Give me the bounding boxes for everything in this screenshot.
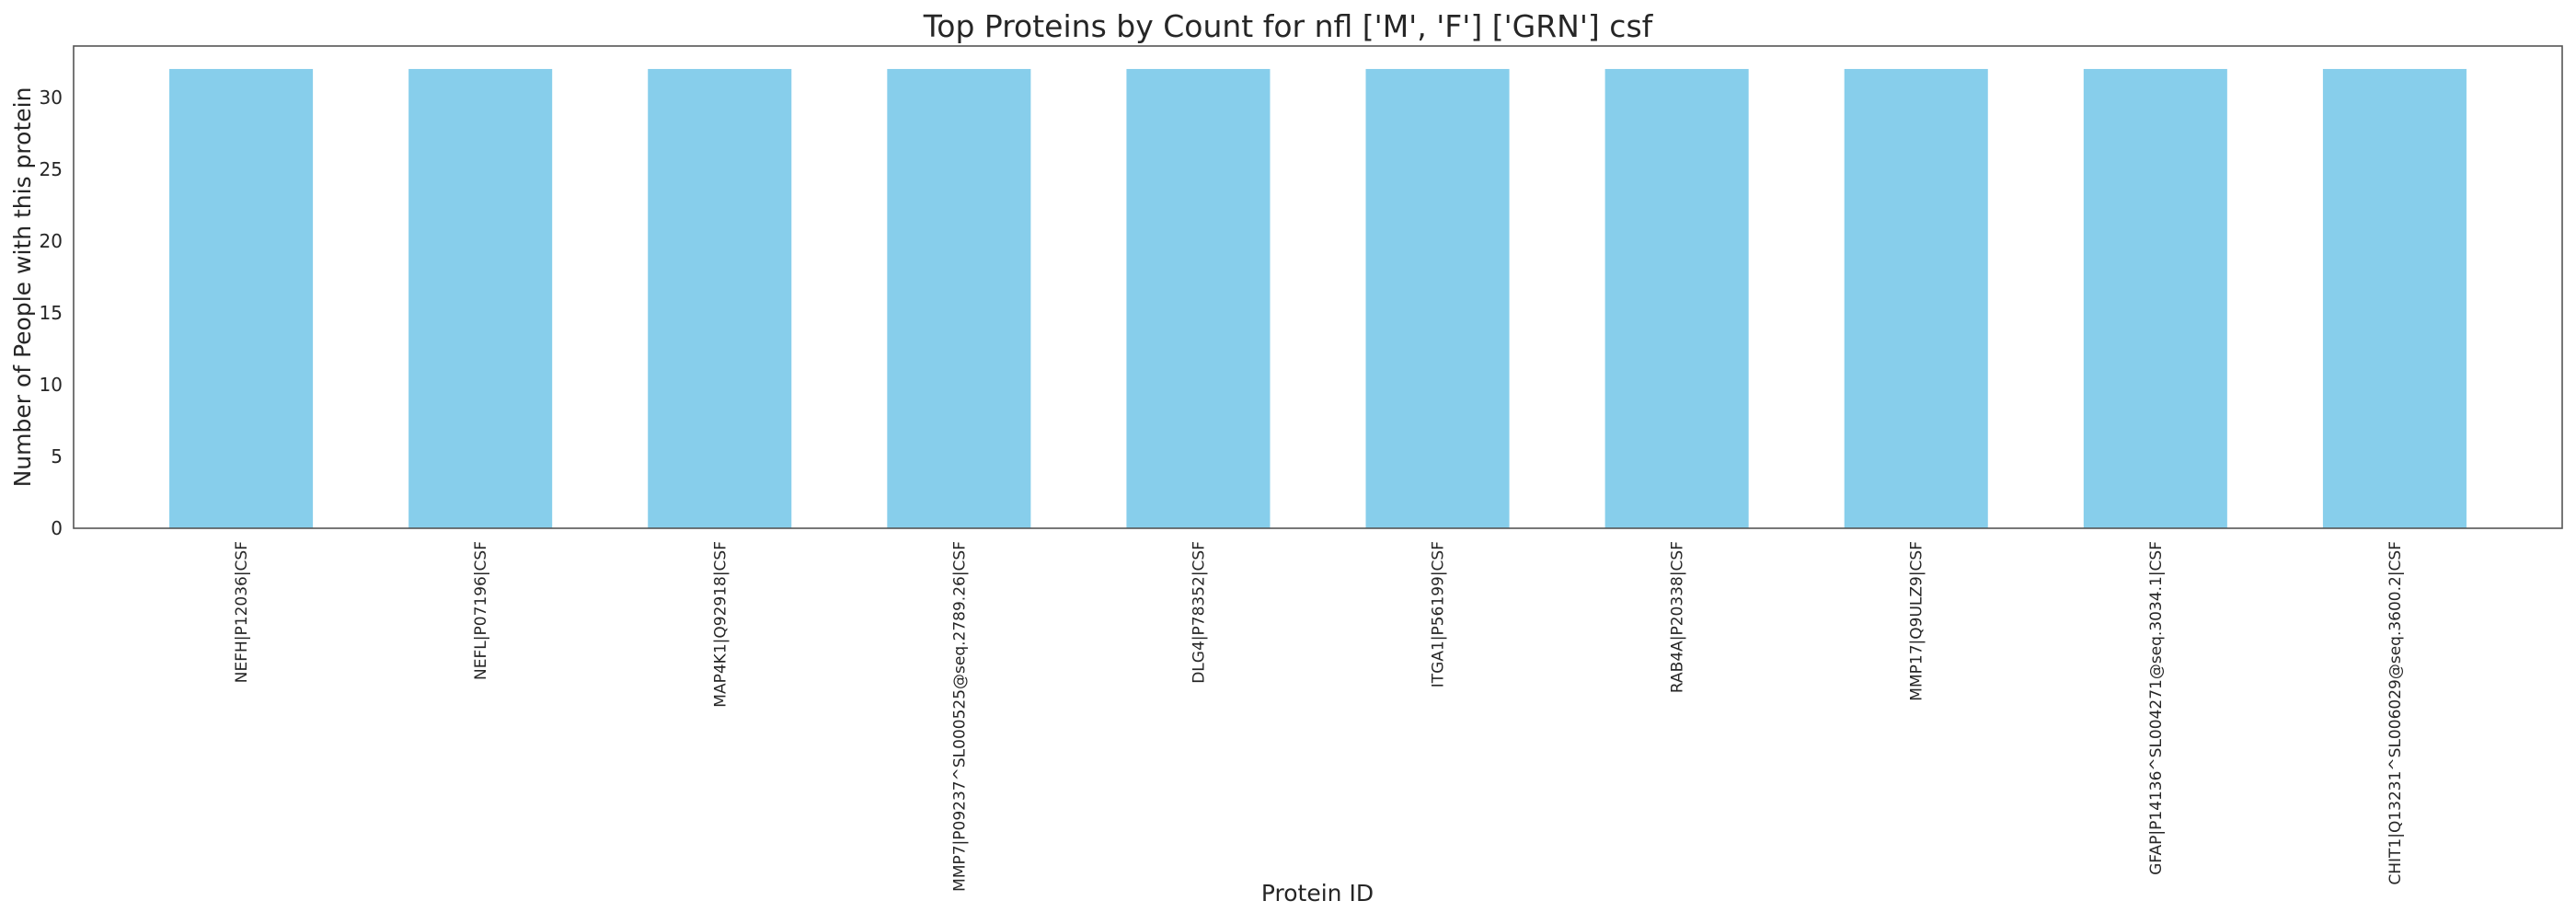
y-tick-label: 0 xyxy=(51,517,63,539)
x-tick-label: MMP7|P09237^SL000525@seq.2789.26|CSF xyxy=(950,541,969,892)
y-tick-label: 20 xyxy=(40,230,63,252)
x-tick-label: MAP4K1|Q92918|CSF xyxy=(711,541,730,708)
x-tick-label: NEFH|P12036|CSF xyxy=(233,541,251,683)
bar xyxy=(408,68,553,528)
y-tick-label: 5 xyxy=(51,445,63,468)
y-tick-label: 25 xyxy=(40,158,63,180)
bar xyxy=(1126,68,1271,528)
bar xyxy=(887,68,1031,528)
x-tick-label: GFAP|P14136^SL004271@seq.3034.1|CSF xyxy=(2147,541,2166,875)
bar xyxy=(2083,68,2227,528)
bar xyxy=(1844,68,1988,528)
x-tick-label: MMP17|Q9ULZ9|CSF xyxy=(1908,541,1926,701)
y-axis-ticks: 0 5 10 15 20 25 30 xyxy=(40,87,63,539)
x-axis-ticks: NEFH|P12036|CSF NEFL|P07196|CSF MAP4K1|Q92… xyxy=(233,541,2405,892)
y-tick-label: 15 xyxy=(40,302,63,324)
bar xyxy=(1365,68,1510,528)
x-axis-label: Protein ID xyxy=(1261,880,1374,907)
x-tick-label: ITGA1|P56199|CSF xyxy=(1430,541,1448,687)
y-axis-label: Number of People with this protein xyxy=(9,87,36,488)
bar xyxy=(2322,68,2467,528)
bars-group xyxy=(169,68,2467,528)
x-tick-label: DLG4|P78352|CSF xyxy=(1190,541,1208,684)
bar xyxy=(1604,68,1749,528)
y-tick-label: 30 xyxy=(40,87,63,109)
chart-title: Top Proteins by Count for nfl ['M', 'F']… xyxy=(923,8,1654,44)
x-tick-label: NEFL|P07196|CSF xyxy=(472,541,490,680)
x-tick-label: CHIT1|Q13231^SL006029@seq.3600.2|CSF xyxy=(2386,541,2405,885)
bar xyxy=(648,68,792,528)
y-tick-label: 10 xyxy=(40,374,63,396)
plot-frame xyxy=(73,45,2563,529)
x-tick-label: RAB4A|P20338|CSF xyxy=(1669,541,1687,693)
bar xyxy=(169,68,314,528)
